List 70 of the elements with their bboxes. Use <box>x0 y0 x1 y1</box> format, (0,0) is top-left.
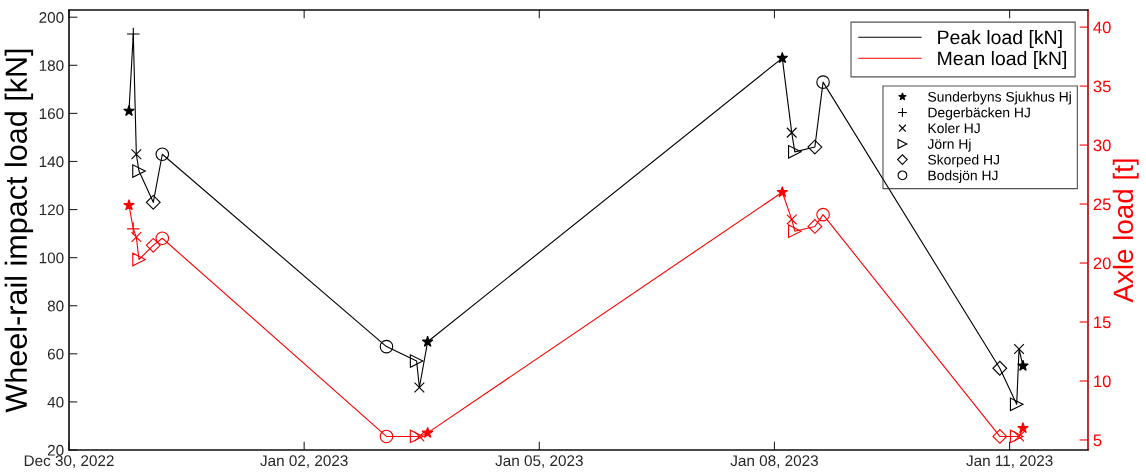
point <box>1017 359 1029 371</box>
legend-label: Jörn Hj <box>927 138 971 152</box>
y-axis-title: Wheel-rail impact load [kN] <box>4 49 34 413</box>
point <box>992 360 1008 376</box>
legend-label: Mean load [kN] <box>938 51 1066 70</box>
point <box>379 339 394 354</box>
point <box>1017 422 1029 434</box>
point <box>126 27 141 41</box>
point <box>421 335 434 347</box>
y-tick-label: 60 <box>47 348 64 360</box>
point <box>816 75 830 89</box>
x-tick-label: Jan 08, 2023 <box>730 455 818 468</box>
point <box>123 104 135 117</box>
point <box>776 51 789 64</box>
legend-label: Sunderbyns Sjukhus Hj <box>928 91 1071 105</box>
legend-label: Skorped HJ <box>928 154 999 168</box>
point <box>786 127 798 139</box>
point <box>130 148 142 160</box>
point <box>130 231 142 243</box>
point <box>788 145 802 159</box>
point <box>816 207 830 222</box>
point <box>788 224 802 238</box>
point <box>776 186 789 198</box>
y2-axis-title: Axle load [t] <box>1112 159 1139 303</box>
point <box>155 147 170 162</box>
point <box>1009 429 1024 444</box>
y-tick-label: 120 <box>39 204 64 216</box>
y-tick-label: 140 <box>39 156 64 168</box>
point <box>1009 397 1024 412</box>
y2-tick-label: 40 <box>1093 21 1111 34</box>
point <box>409 429 424 444</box>
y2-tick-label: 15 <box>1094 316 1111 329</box>
point <box>145 237 161 253</box>
legend-label: Koler HJ <box>928 122 980 134</box>
y-tick-label: 100 <box>39 252 64 264</box>
y2-tick-label: 10 <box>1094 375 1111 388</box>
legend-label: Degerbäcken HJ <box>928 107 1030 121</box>
x-tick-label: Jan 02, 2023 <box>260 455 348 468</box>
y2-tick-label: 35 <box>1093 80 1111 93</box>
point <box>807 139 823 155</box>
y-tick-label: 180 <box>39 60 64 71</box>
y-tick-label: 20 <box>47 444 64 456</box>
y2-tick-label: 5 <box>1093 434 1102 447</box>
legend-label: Bodsjön HJ <box>928 170 998 184</box>
point <box>421 426 434 438</box>
y-tick-label: 40 <box>47 396 64 408</box>
point <box>132 252 146 267</box>
point <box>1013 431 1025 442</box>
point <box>409 354 424 368</box>
point <box>413 382 425 393</box>
x-tick-label: Dec 30, 2022 <box>24 455 114 468</box>
x-tick-label: Jan 05, 2023 <box>495 455 583 468</box>
x-tick-label: Jan 11, 2023 <box>966 455 1053 468</box>
point <box>155 231 170 246</box>
point <box>786 213 798 225</box>
y2-tick-label: 30 <box>1093 139 1111 152</box>
point <box>379 429 394 444</box>
y-tick-label: 80 <box>47 300 64 312</box>
point <box>132 164 146 178</box>
point <box>123 199 135 211</box>
point <box>807 219 823 234</box>
legend-label: Peak load [kN] <box>938 29 1062 49</box>
y-tick-label: 160 <box>39 108 64 120</box>
point <box>145 194 161 210</box>
point <box>1013 343 1025 355</box>
point <box>126 222 141 236</box>
y2-tick-label: 25 <box>1093 198 1111 211</box>
y2-tick-label: 20 <box>1093 257 1111 270</box>
y-tick-label: 200 <box>39 12 64 23</box>
point <box>992 429 1008 444</box>
